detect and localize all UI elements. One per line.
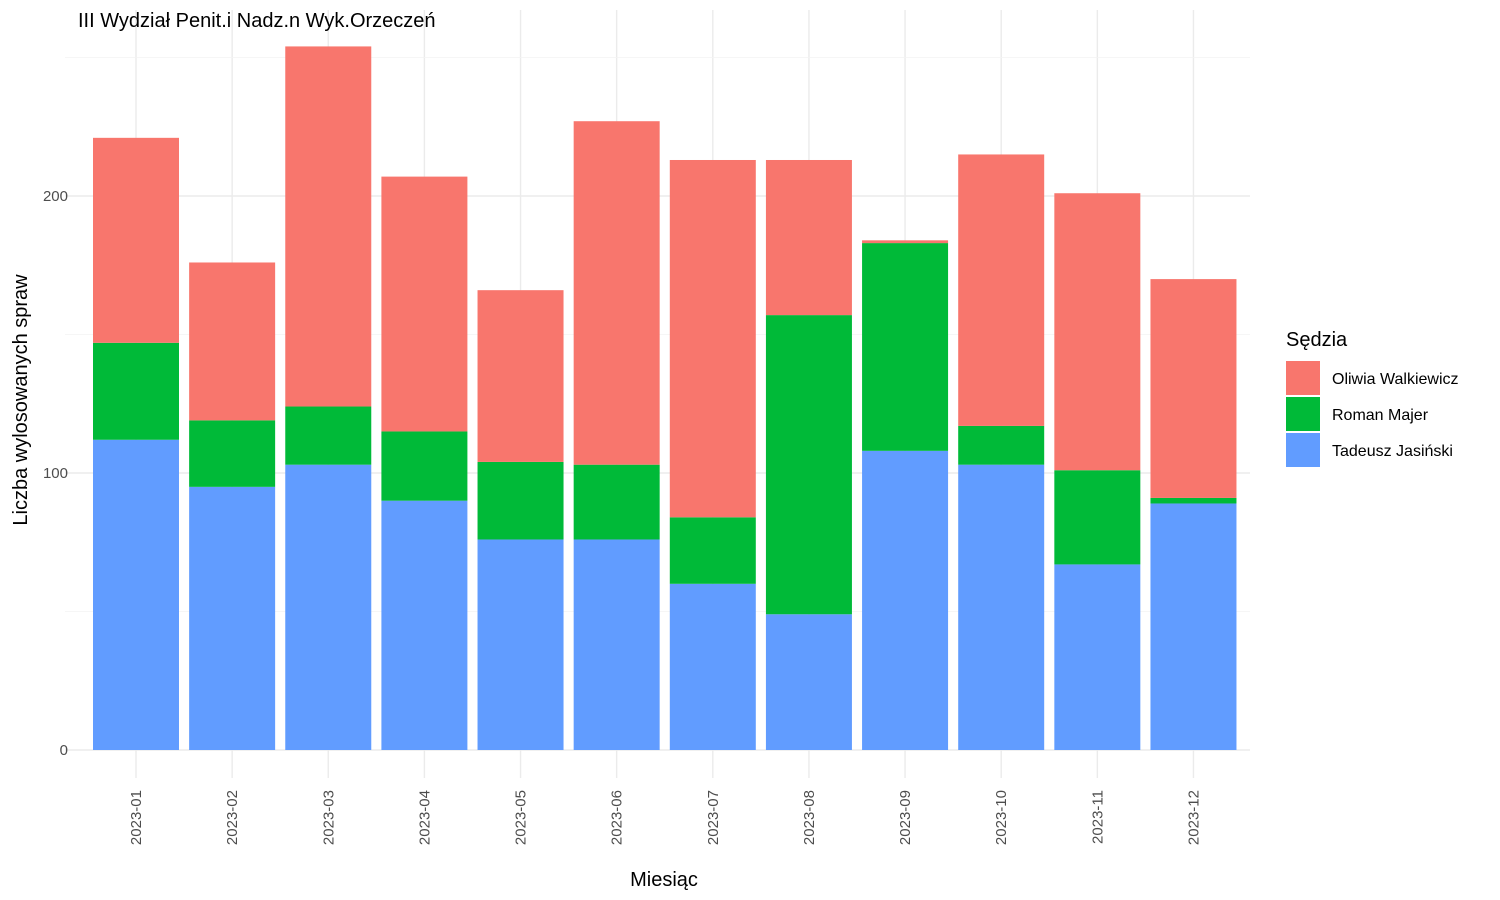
bar-segment	[285, 406, 372, 465]
bar-segment	[93, 342, 179, 440]
bar-segment	[381, 176, 468, 432]
bar-segment	[93, 137, 179, 343]
bar-segment	[765, 614, 852, 750]
bar-segment	[958, 464, 1045, 750]
bar-segment	[765, 315, 852, 615]
x-axis-ticks: 2023-01 2023-02 2023-03 2023-04 2023-05 2023-…	[128, 790, 1202, 845]
legend-label: Tadeusz Jasiński	[1332, 443, 1453, 460]
bars	[93, 46, 1237, 750]
x-tick-label: 2023-08	[801, 790, 818, 845]
legend-title: Sędzia	[1286, 329, 1348, 351]
legend-swatch	[1286, 433, 1320, 467]
bar-segment	[862, 450, 949, 750]
legend: Sędzia Oliwia Walkiewicz Roman Majer Tadeu…	[1286, 329, 1459, 467]
bar-segment	[958, 154, 1045, 426]
bar-segment	[669, 583, 756, 750]
legend-swatch	[1286, 397, 1320, 431]
x-tick-label: 2023-11	[1089, 790, 1106, 844]
bar-segment	[189, 420, 276, 487]
bar-segment	[1054, 193, 1141, 471]
x-tick-label: 2023-03	[320, 790, 337, 845]
bar-segment	[381, 500, 468, 750]
bar-segment	[189, 486, 276, 750]
bar-segment	[669, 159, 756, 518]
x-axis-title: Miesiąc	[630, 869, 698, 891]
y-tick-label: 0	[60, 742, 68, 759]
bar-segment	[477, 461, 564, 540]
bar-segment	[1150, 497, 1237, 504]
bar-segment	[93, 439, 179, 750]
x-tick-label: 2023-10	[993, 790, 1010, 845]
bar-segment	[862, 243, 949, 451]
bar-segment	[189, 262, 276, 421]
legend-swatch	[1286, 361, 1320, 395]
bar-segment	[958, 425, 1045, 465]
y-axis-title: Liczba wylosowanych spraw	[10, 274, 32, 526]
bar-segment	[669, 517, 756, 584]
bar-segment	[1054, 470, 1141, 565]
bar-segment	[285, 46, 372, 407]
bar-segment	[1054, 564, 1141, 750]
bar-segment	[1150, 279, 1237, 498]
legend-label: Roman Majer	[1332, 407, 1429, 424]
bar-segment	[573, 464, 660, 540]
bar-segment	[862, 240, 949, 244]
x-tick-label: 2023-12	[1185, 790, 1202, 845]
x-tick-label: 2023-04	[416, 790, 433, 845]
x-tick-label: 2023-09	[897, 790, 914, 845]
bar-segment	[765, 159, 852, 316]
bar-segment	[285, 464, 372, 750]
chart-title: III Wydział Penit.i Nadz.n Wyk.Orzeczeń	[78, 10, 436, 32]
x-tick-label: 2023-07	[705, 790, 722, 845]
x-tick-label: 2023-05	[513, 790, 530, 845]
bar-segment	[1150, 503, 1237, 750]
x-tick-label: 2023-02	[224, 790, 241, 845]
bar-segment	[573, 121, 660, 465]
bar-segment	[573, 539, 660, 750]
legend-label: Oliwia Walkiewicz	[1332, 371, 1459, 388]
bar-segment	[477, 539, 564, 750]
bar-segment	[477, 290, 564, 462]
bar-segment	[381, 431, 468, 501]
y-tick-label: 200	[43, 188, 68, 205]
x-tick-label: 2023-01	[128, 790, 145, 845]
y-tick-label: 100	[43, 465, 68, 482]
y-axis-ticks: 0 100 200	[43, 188, 68, 759]
x-tick-label: 2023-06	[609, 790, 626, 845]
